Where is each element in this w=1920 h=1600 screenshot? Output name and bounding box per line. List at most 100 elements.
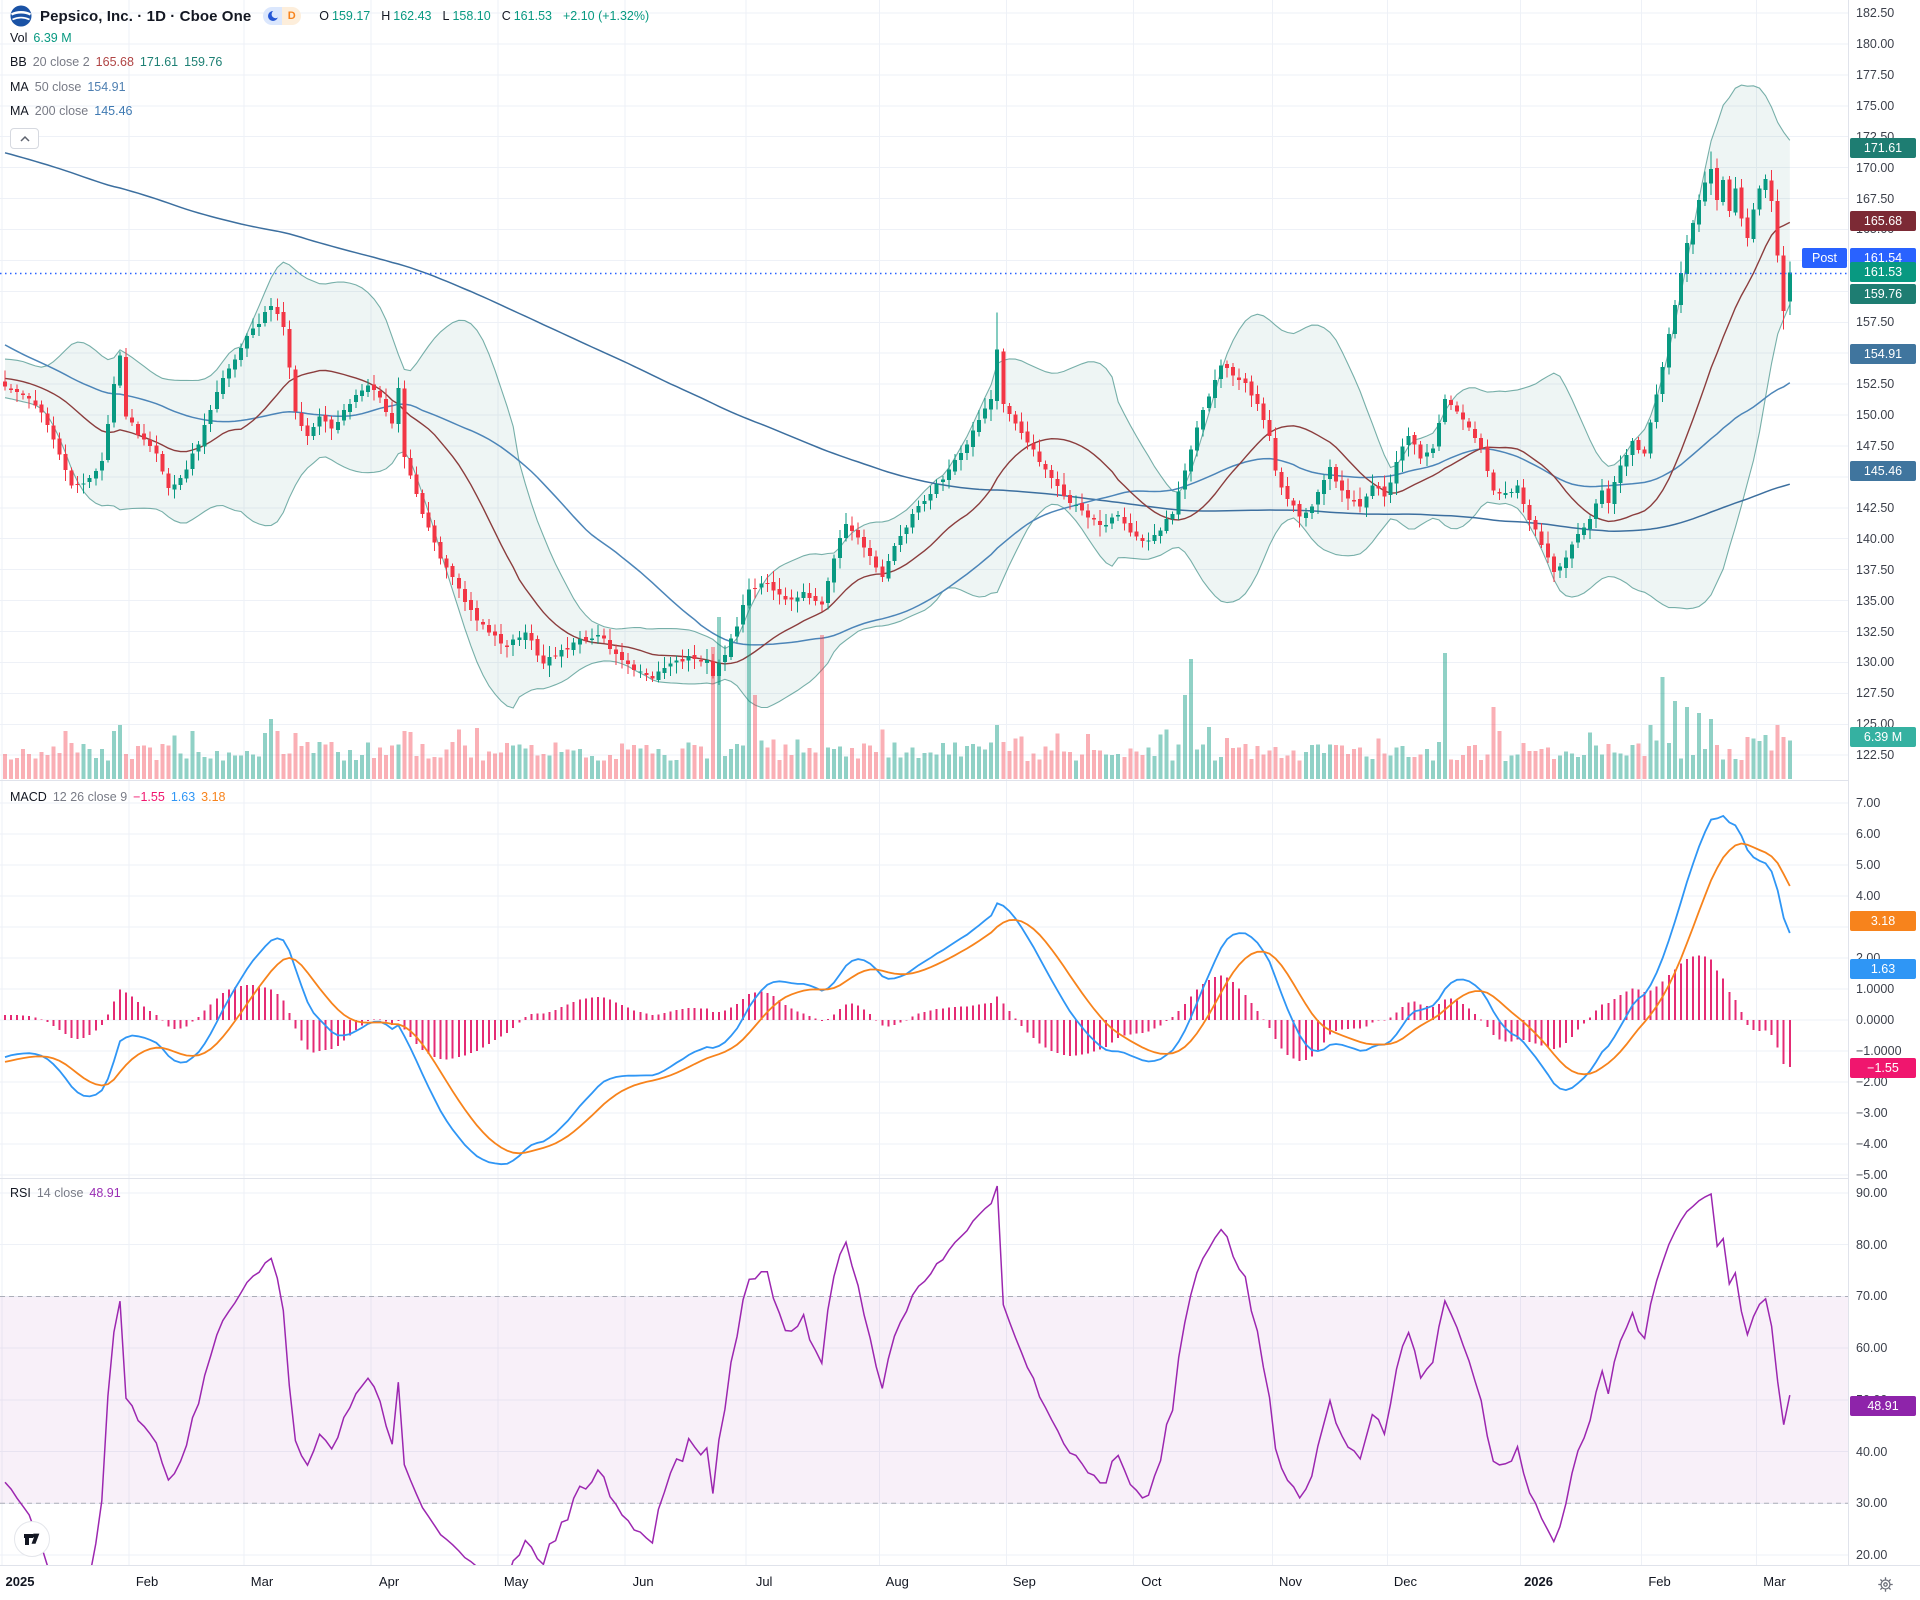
- pane-separator-macd[interactable]: [0, 780, 1848, 781]
- axis-tick-label: 180.00: [1856, 36, 1895, 51]
- axis-tick-label: 182.50: [1856, 6, 1895, 20]
- axis-tick-label: 20.00: [1856, 1548, 1888, 1562]
- axis-tick-label: 140.00: [1856, 531, 1895, 546]
- time-axis-label: Oct: [1141, 1574, 1162, 1589]
- price-badge: −1.55: [1850, 1058, 1916, 1079]
- macd-line-value: 1.63: [170, 790, 196, 804]
- post-market-label: Post: [1802, 248, 1847, 268]
- ma200-legend-row[interactable]: MA 200 close 145.46: [10, 104, 133, 118]
- ohlc-readout: O 159.17 H 162.43 L 158.10 C 161.53 +2.10 (+…: [319, 9, 650, 23]
- price-badge: 159.76: [1850, 284, 1916, 305]
- rsi-legend-row[interactable]: RSI 14 close 48.91: [10, 1186, 121, 1200]
- macd-legend-row[interactable]: MACD 12 26 close 9 −1.55 1.63 3.18: [10, 790, 226, 804]
- axis-tick-label: 167.50: [1856, 191, 1895, 206]
- price-badge: 6.39 M: [1850, 727, 1916, 747]
- time-axis-label: Dec: [1393, 1574, 1417, 1589]
- rsi-value: 48.91: [89, 1186, 121, 1200]
- axis-tick-label: 127.50: [1856, 686, 1895, 701]
- axis-tick-label: 170.00: [1856, 160, 1895, 175]
- axis-tick-label: 5.00: [1856, 858, 1881, 872]
- axis-tick-label: 4.00: [1856, 889, 1881, 903]
- pepsico-logo-icon: [10, 5, 32, 27]
- axis-tick-label: −1.0000: [1856, 1044, 1902, 1058]
- time-axis-label: 2026: [1524, 1574, 1553, 1589]
- time-axis-label: Nov: [1278, 1574, 1303, 1589]
- axis-tick-label: 60.00: [1856, 1341, 1888, 1356]
- axis-tick-label: 152.50: [1856, 377, 1895, 392]
- axis-tick-label: 40.00: [1856, 1444, 1888, 1459]
- settings-gear-icon[interactable]: [1877, 1576, 1894, 1593]
- axis-tick-label: −3.00: [1856, 1106, 1888, 1120]
- time-axis-label: May: [503, 1574, 529, 1589]
- low-value: 158.10: [452, 9, 491, 23]
- axis-tick-label: −5.00: [1856, 1168, 1888, 1182]
- bb-lower-value: 159.76: [184, 55, 223, 69]
- volume-value: 6.39 M: [33, 31, 72, 45]
- axis-tick-label: 70.00: [1856, 1289, 1888, 1304]
- axis-tick-label: 1.0000: [1856, 982, 1895, 996]
- time-axis-label: Mar: [1763, 1574, 1786, 1589]
- time-axis-label: Feb: [135, 1574, 159, 1589]
- macd-hist-value: −1.55: [133, 790, 165, 804]
- time-axis-label: Jul: [755, 1574, 773, 1589]
- delayed-data-badge: D: [282, 7, 302, 25]
- market-status-pill[interactable]: D: [263, 7, 302, 25]
- price-badge: 3.18: [1850, 911, 1916, 932]
- axis-tick-label: 7.00: [1856, 796, 1881, 810]
- high-value: 162.43: [393, 9, 432, 23]
- cboe-crescent-icon: [263, 7, 283, 25]
- time-axis-label: Apr: [378, 1574, 400, 1589]
- collapse-legend-button[interactable]: [10, 128, 39, 149]
- axis-tick-label: 147.50: [1856, 438, 1895, 453]
- axis-tick-label: 90.00: [1856, 1186, 1888, 1201]
- time-axis-label: Aug: [885, 1574, 909, 1589]
- symbol-legend-row: Pepsico, Inc. · 1D · Cboe One D O 159.17 …: [10, 4, 649, 28]
- axis-tick-label: 157.50: [1856, 315, 1895, 330]
- symbol-title[interactable]: Pepsico, Inc. · 1D · Cboe One: [40, 7, 252, 25]
- axis-tick-label: 177.50: [1856, 67, 1895, 82]
- macd-signal-value: 3.18: [201, 790, 226, 804]
- price-badge: 165.68: [1850, 211, 1916, 232]
- price-badge: 145.46: [1850, 461, 1916, 482]
- price-badge: 161.53: [1850, 262, 1916, 283]
- tradingview-logo[interactable]: [14, 1521, 50, 1557]
- axis-tick-label: 135.00: [1856, 593, 1895, 608]
- price-badge: 171.61: [1850, 137, 1916, 158]
- chevron-up-icon: [19, 135, 30, 142]
- time-axis[interactable]: [0, 1565, 1920, 1600]
- axis-tick-label: 0.0000: [1856, 1013, 1895, 1027]
- ma50-value: 154.91: [87, 80, 126, 94]
- time-axis-label: Sep: [1012, 1574, 1036, 1589]
- axis-tick-label: 137.50: [1856, 562, 1895, 577]
- time-axis-label: Jun: [632, 1574, 654, 1589]
- price-badge: 154.91: [1850, 344, 1916, 365]
- axis-tick-label: −2.00: [1856, 1075, 1888, 1089]
- axis-tick-label: 150.00: [1856, 408, 1895, 423]
- price-badge: 1.63: [1850, 959, 1916, 980]
- bb-upper-value: 171.61: [139, 55, 179, 69]
- ma50-legend-row[interactable]: MA 50 close 154.91: [10, 80, 126, 94]
- axis-tick-label: 132.50: [1856, 624, 1895, 639]
- price-badge: 48.91: [1850, 1395, 1916, 1416]
- time-axis-label: Mar: [250, 1574, 274, 1589]
- close-value: 161.53: [513, 9, 552, 23]
- axis-tick-label: 6.00: [1856, 827, 1881, 841]
- axis-tick-label: 80.00: [1856, 1237, 1888, 1252]
- axis-tick-label: 30.00: [1856, 1496, 1888, 1511]
- volume-legend-row[interactable]: Vol 6.39 M: [10, 31, 72, 45]
- time-axis-label: 2025: [5, 1574, 35, 1589]
- axis-tick-label: 175.00: [1856, 98, 1895, 113]
- axis-tick-label: 142.50: [1856, 500, 1895, 515]
- time-axis-label: Feb: [1648, 1574, 1671, 1589]
- axis-tick-label: −4.00: [1856, 1137, 1888, 1151]
- change-value: +2.10 (+1.32%): [562, 9, 650, 23]
- bb-basis-value: 165.68: [95, 55, 134, 69]
- pane-separator-rsi[interactable]: [0, 1178, 1848, 1179]
- bb-legend-row[interactable]: BB 20 close 2 165.68 171.61 159.76: [10, 55, 223, 69]
- ma200-value: 145.46: [94, 104, 133, 118]
- axis-tick-label: 122.50: [1856, 748, 1895, 763]
- open-value: 159.17: [332, 9, 371, 23]
- axis-tick-label: 130.00: [1856, 655, 1895, 670]
